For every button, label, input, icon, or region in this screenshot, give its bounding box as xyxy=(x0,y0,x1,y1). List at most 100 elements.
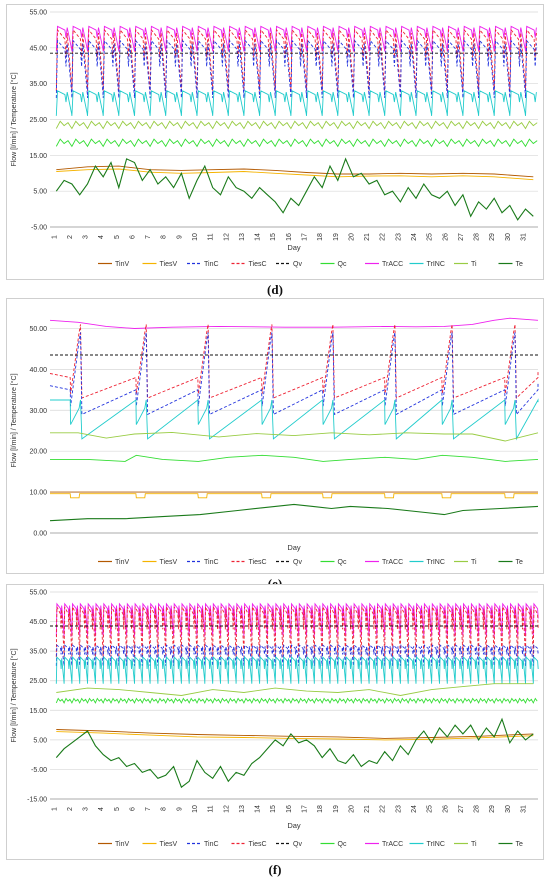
legend-label-qc: Qc xyxy=(338,559,347,566)
x-tick-label: 7 xyxy=(145,235,152,239)
x-tick-label: 9 xyxy=(176,807,183,811)
y-tick-label: 15.00 xyxy=(29,708,47,715)
y-tick-label: 0.00 xyxy=(33,531,47,538)
x-tick-label: 22 xyxy=(380,805,387,813)
x-tick-label: 16 xyxy=(286,233,293,241)
x-tick-label: 30 xyxy=(505,805,512,813)
y-axis-label: Flow [l/min] / Temperature [°C] xyxy=(10,72,18,166)
y-tick-label: 40.00 xyxy=(29,367,47,374)
x-tick-label: 13 xyxy=(239,233,246,241)
series-line-ti xyxy=(56,683,534,696)
series-line-ti xyxy=(50,431,539,442)
x-tick-label: 21 xyxy=(364,805,371,813)
x-tick-label: 11 xyxy=(208,233,215,240)
x-tick-label: 1 xyxy=(51,807,58,811)
x-tick-label: 18 xyxy=(317,233,324,241)
x-tick-label: 4 xyxy=(98,235,105,239)
x-tick-label: 14 xyxy=(255,805,262,813)
x-tick-label: 3 xyxy=(83,807,90,811)
x-tick-label: 10 xyxy=(192,233,199,241)
x-tick-label: 22 xyxy=(380,233,387,241)
legend-label-tiesc: TiesC xyxy=(249,261,267,268)
y-tick-label: 30.00 xyxy=(29,408,47,415)
x-tick-label: 27 xyxy=(458,233,465,241)
x-tick-label: 27 xyxy=(458,805,465,813)
legend-label-tracc: TrACC xyxy=(382,261,403,268)
y-axis-label: Flow [l/min] / Temperature [°C] xyxy=(10,373,18,467)
legend-label-trinc: TrINC xyxy=(427,841,445,848)
series-line-qc xyxy=(50,454,539,462)
y-tick-label: 25.00 xyxy=(29,117,47,124)
legend-label-tiesv: TiesV xyxy=(160,261,178,268)
y-axis-label: Flow [l/min] / Temperature [°C] xyxy=(10,648,18,742)
legend-label-qv: Qv xyxy=(293,261,302,268)
y-tick-label: 45.00 xyxy=(29,45,47,52)
legend-label-tinc: TinC xyxy=(204,559,219,566)
x-tick-label: 20 xyxy=(348,805,355,813)
y-tick-label: 50.00 xyxy=(29,326,47,333)
x-tick-label: 17 xyxy=(302,233,309,241)
series-line-trinc xyxy=(55,90,537,116)
y-tick-label: 5.00 xyxy=(33,189,47,196)
series-line-trinc xyxy=(55,655,539,684)
x-tick-label: 10 xyxy=(192,805,199,813)
legend-label-tinv: TinV xyxy=(115,841,129,848)
x-tick-label: 8 xyxy=(161,235,168,239)
y-tick-label: 35.00 xyxy=(29,81,47,88)
legend-label-te: Te xyxy=(516,841,524,848)
x-tick-label: 15 xyxy=(270,233,277,241)
chart-panel-f: 55.00 45.00 35.00 25.00 15.00 5.00 -5.00 -15.00… xyxy=(10,590,539,848)
series-line-tiesc xyxy=(49,324,539,400)
x-tick-label: 24 xyxy=(411,233,418,241)
legend: TinV TiesV TinC TiesC Qv Qc TrACC TrINC Ti Te xyxy=(98,841,523,848)
x-tick-label: 29 xyxy=(489,233,496,241)
series-line-tinc xyxy=(55,39,537,99)
series-line-tiesv xyxy=(56,731,534,741)
x-tick-label: 19 xyxy=(333,805,340,813)
x-axis-label: Day xyxy=(287,243,301,252)
x-tick-label: 23 xyxy=(395,233,402,241)
x-tick-label: 25 xyxy=(427,233,434,241)
series-line-tiesc xyxy=(55,606,539,658)
y-tick-label: -15.00 xyxy=(27,797,47,804)
legend-label-tinc: TinC xyxy=(204,841,219,848)
legend-label-trinc: TrINC xyxy=(427,559,445,566)
x-tick-label: 5 xyxy=(114,235,121,239)
x-tick-label: 8 xyxy=(161,807,168,811)
legend: TinV TiesV TinC TiesC Qv Qc TrACC TrINC Ti Te xyxy=(98,261,523,268)
series-line-tinv xyxy=(56,165,534,178)
series-line-te xyxy=(55,717,534,789)
x-tick-label: 23 xyxy=(395,805,402,813)
y-tick-label: -5.00 xyxy=(31,225,47,232)
y-tick-label: 15.00 xyxy=(29,153,47,160)
y-tick-label: 45.00 xyxy=(29,619,47,626)
x-tick-label: 6 xyxy=(129,807,136,811)
x-tick-label: 26 xyxy=(442,233,449,241)
x-tick-label: 2 xyxy=(67,807,74,811)
x-tick-label: 16 xyxy=(286,805,293,813)
x-tick-label: 12 xyxy=(223,233,230,241)
x-tick-label: 26 xyxy=(442,805,449,813)
caption-d: (d) xyxy=(267,282,283,297)
legend-label-te: Te xyxy=(516,559,524,566)
x-tick-label: 18 xyxy=(317,805,324,813)
legend: TinV TiesV TinC TiesC Qv Qc TrACC TrINC Ti Te xyxy=(98,559,523,566)
x-tick-label: 7 xyxy=(145,807,152,811)
legend-label-tinv: TinV xyxy=(115,261,129,268)
x-tick-label: 17 xyxy=(302,805,309,813)
x-tick-label: 30 xyxy=(505,233,512,241)
legend-label-tiesv: TiesV xyxy=(160,559,178,566)
x-tick-label: 1 xyxy=(51,235,58,239)
x-tick-label: 24 xyxy=(411,805,418,813)
legend-label-qv: Qv xyxy=(293,841,302,848)
legend-label-tracc: TrACC xyxy=(382,559,403,566)
x-tick-label: 14 xyxy=(255,233,262,241)
x-axis-label: Day xyxy=(287,543,301,552)
series-line-trinc xyxy=(50,398,539,441)
legend-label-tracc: TrACC xyxy=(382,841,403,848)
series-line-qc xyxy=(55,697,538,704)
x-tick-label: 28 xyxy=(474,233,481,241)
x-tick-label: 3 xyxy=(83,235,90,239)
legend-label-tiesc: TiesC xyxy=(249,841,267,848)
